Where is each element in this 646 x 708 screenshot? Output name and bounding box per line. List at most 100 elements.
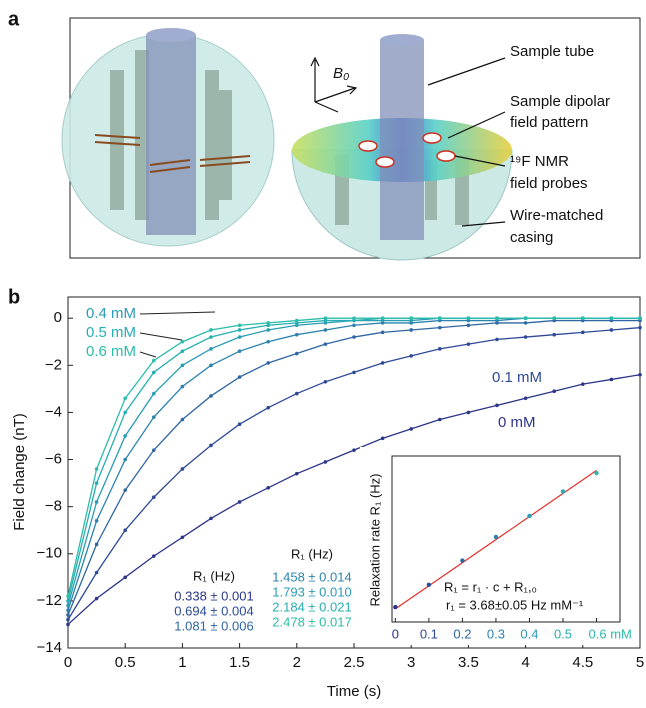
- x-tick-label: 5: [636, 654, 644, 671]
- data-point: [609, 316, 614, 321]
- data-point: [66, 617, 70, 622]
- data-point: [66, 603, 70, 608]
- data-point: [266, 405, 271, 410]
- data-point: [295, 318, 299, 323]
- table-value: 2.184 ± 0.021: [272, 599, 351, 614]
- annotation: Wire-matched: [510, 207, 603, 224]
- data-point: [560, 489, 566, 494]
- data-point: [393, 604, 398, 610]
- x-tick-label: 3: [407, 654, 415, 671]
- data-point: [266, 486, 271, 490]
- x-tick-label: 2: [293, 654, 301, 671]
- table-value: 0.694 ± 0.004: [174, 603, 253, 618]
- table-value: 0.338 ± 0.001: [174, 588, 253, 603]
- data-point: [352, 323, 356, 328]
- data-point: [94, 500, 99, 504]
- data-point: [209, 363, 213, 368]
- y-tick-label: −6: [45, 451, 62, 468]
- x-tick-label: 3.5: [458, 654, 479, 671]
- annotation: field pattern: [510, 114, 588, 131]
- data-point: [426, 582, 432, 587]
- inset-plot: 0 0.1 0.2 0.3 0.4 0.5 0.6 mM: [392, 469, 632, 641]
- data-point: [237, 375, 242, 379]
- data-point: [552, 332, 556, 337]
- data-point: [638, 316, 642, 321]
- table-header: R₁ (Hz): [291, 546, 333, 561]
- data-point: [380, 361, 385, 365]
- data-point: [66, 608, 70, 613]
- data-point: [438, 347, 442, 351]
- data-point: [523, 321, 528, 325]
- data-point: [295, 391, 299, 396]
- table-value: 2.478 ± 0.017: [272, 614, 351, 629]
- data-point: [123, 396, 127, 401]
- y-axis-label: Field change (nT): [11, 413, 28, 531]
- data-point: [66, 613, 70, 617]
- data-point: [123, 528, 127, 533]
- data-point: [495, 337, 499, 342]
- curve-label: 0.6 mM: [86, 343, 136, 360]
- data-point: [123, 575, 127, 580]
- annotation: ¹⁹F NMR: [510, 153, 569, 170]
- x-tick-label: 0: [64, 654, 72, 671]
- data-point: [266, 321, 271, 325]
- x-tick-label: 2.5: [344, 654, 365, 671]
- data-point: [180, 467, 185, 471]
- x-tick-label: 0.5: [554, 626, 572, 641]
- y-tick-label: −8: [45, 498, 62, 515]
- y-tick-label: 0: [54, 309, 62, 326]
- data-point: [94, 518, 99, 523]
- data-point: [523, 335, 528, 339]
- data-point: [152, 448, 156, 452]
- leader-line: [139, 332, 183, 341]
- data-point: [380, 436, 385, 441]
- data-point: [609, 328, 614, 332]
- data-point: [352, 370, 356, 375]
- panel-label: b: [8, 286, 20, 308]
- y-tick-label: −10: [37, 545, 62, 562]
- table-header: R₁ (Hz): [193, 568, 235, 583]
- data-point: [237, 500, 242, 504]
- x-axis-label: Time (s): [327, 683, 381, 700]
- annotation: casing: [510, 229, 553, 246]
- data-point: [323, 460, 328, 464]
- data-point: [152, 495, 156, 500]
- data-point: [152, 370, 156, 375]
- data-point: [352, 448, 356, 452]
- data-point: [180, 349, 185, 353]
- leader-line: [139, 311, 216, 315]
- annotation: Sample tube: [510, 43, 594, 60]
- table-value: 1.081 ± 0.006: [174, 618, 253, 633]
- data-point: [438, 417, 442, 422]
- data-point: [409, 427, 414, 431]
- data-point: [209, 347, 213, 351]
- data-point: [581, 316, 585, 321]
- data-point: [323, 342, 328, 346]
- data-point: [237, 422, 242, 427]
- data-point: [209, 516, 213, 521]
- x-tick-label: 0.2: [453, 626, 471, 641]
- inset-y-label: Relaxation rate R₁ (Hz): [367, 474, 382, 607]
- y-tick-label: −4: [45, 403, 62, 420]
- x-tick-label: 0.4: [520, 626, 538, 641]
- y-tick-label: −14: [37, 639, 62, 656]
- data-point: [466, 342, 471, 346]
- data-point: [237, 323, 242, 328]
- data-point: [409, 316, 414, 321]
- data-point: [66, 594, 70, 598]
- data-point: [94, 481, 99, 485]
- data-point: [495, 316, 499, 321]
- data-point: [209, 394, 213, 398]
- data-point: [180, 339, 185, 344]
- data-point: [594, 470, 599, 476]
- x-tick-label: 0.3: [487, 626, 505, 641]
- data-point: [581, 330, 585, 335]
- y-tick-label: −2: [45, 356, 62, 373]
- x-tick-label: 0.5: [115, 654, 136, 671]
- data-point: [495, 403, 499, 408]
- data-point: [466, 410, 471, 415]
- data-point: [180, 384, 185, 389]
- data-point: [152, 415, 156, 419]
- b-field-label: B₀: [333, 65, 349, 82]
